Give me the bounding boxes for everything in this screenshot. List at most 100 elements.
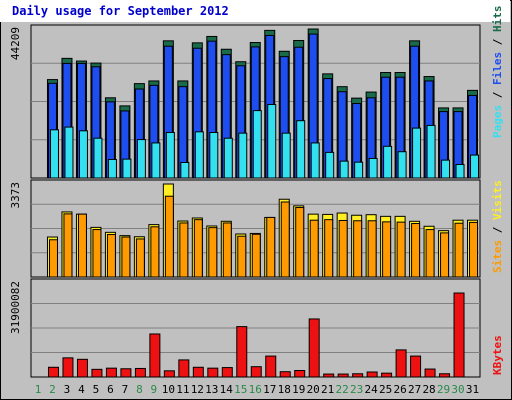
bar-sites-day-12 bbox=[193, 219, 203, 278]
bar-sites-day-10 bbox=[164, 195, 174, 278]
bar-pages-day-2 bbox=[49, 129, 59, 179]
bar-sites-day-17 bbox=[266, 216, 276, 278]
bar-kbytes-day-4 bbox=[76, 358, 88, 378]
bar-kbytes-day-8 bbox=[134, 367, 146, 378]
bar-sites-day-21 bbox=[324, 219, 334, 278]
x-label-day-24: 24 bbox=[365, 383, 379, 396]
bar-kbytes-day-24 bbox=[366, 371, 378, 378]
bar-pages-day-11 bbox=[180, 161, 190, 179]
bar-sites-day-19 bbox=[295, 207, 305, 278]
bar-kbytes-day-30 bbox=[453, 292, 465, 378]
side-label-part: KBytes bbox=[491, 335, 504, 375]
bar-pages-day-26 bbox=[397, 151, 407, 179]
x-label-day-6: 6 bbox=[107, 383, 114, 396]
y-max-label-visits-sites: 3373 bbox=[9, 182, 22, 209]
x-label-day-20: 20 bbox=[307, 383, 320, 396]
bar-kbytes-day-10 bbox=[163, 370, 175, 378]
x-label-day-10: 10 bbox=[162, 383, 175, 396]
bar-kbytes-day-16 bbox=[250, 366, 262, 378]
bar-pages-day-8 bbox=[136, 139, 146, 179]
bar-kbytes-day-21 bbox=[323, 373, 335, 378]
bar-kbytes-day-17 bbox=[265, 355, 277, 378]
bar-sites-day-3 bbox=[63, 213, 73, 278]
bar-kbytes-day-20 bbox=[308, 318, 320, 378]
side-label-part: / bbox=[491, 85, 504, 105]
bar-pages-day-30 bbox=[455, 164, 465, 179]
x-label-day-18: 18 bbox=[278, 383, 291, 396]
bar-sites-day-31 bbox=[469, 221, 479, 278]
bar-pages-day-15 bbox=[238, 132, 248, 179]
bar-sites-day-11 bbox=[179, 222, 189, 278]
bar-pages-day-3 bbox=[64, 126, 74, 179]
bar-sites-day-26 bbox=[396, 221, 406, 278]
bar-sites-day-6 bbox=[106, 234, 116, 278]
bar-pages-day-13 bbox=[209, 132, 219, 179]
bar-kbytes-day-27 bbox=[410, 355, 422, 378]
side-label-part: Visits bbox=[491, 180, 504, 220]
x-label-day-12: 12 bbox=[191, 383, 204, 396]
bar-kbytes-day-22 bbox=[337, 373, 349, 378]
x-label-day-3: 3 bbox=[64, 383, 71, 396]
bar-pages-day-17 bbox=[267, 104, 277, 179]
bar-pages-day-29 bbox=[441, 159, 451, 179]
bar-pages-day-23 bbox=[354, 161, 364, 179]
bar-kbytes-day-9 bbox=[149, 333, 161, 378]
bar-kbytes-day-26 bbox=[395, 349, 407, 378]
x-label-day-23: 23 bbox=[350, 383, 363, 396]
bar-kbytes-day-12 bbox=[192, 366, 204, 378]
bar-kbytes-day-18 bbox=[279, 371, 291, 378]
x-label-day-15: 15 bbox=[234, 383, 247, 396]
bar-sites-day-15 bbox=[237, 235, 247, 278]
bar-kbytes-day-25 bbox=[381, 372, 393, 378]
chart-title: Daily usage for September 2012 bbox=[0, 0, 510, 22]
x-label-day-1: 1 bbox=[35, 383, 42, 396]
y-max-label-hits-files-pages: 44209 bbox=[9, 27, 22, 60]
bar-sites-day-23 bbox=[353, 220, 363, 278]
bar-kbytes-day-13 bbox=[207, 367, 219, 378]
x-label-day-7: 7 bbox=[122, 383, 129, 396]
bar-sites-day-25 bbox=[382, 221, 392, 278]
bar-sites-day-27 bbox=[411, 223, 421, 278]
bar-pages-day-10 bbox=[165, 132, 175, 179]
bar-pages-day-7 bbox=[122, 158, 132, 179]
side-label-visits-sites: Sites / Visits bbox=[491, 180, 504, 273]
x-label-day-17: 17 bbox=[263, 383, 276, 396]
x-label-day-16: 16 bbox=[249, 383, 262, 396]
x-label-day-28: 28 bbox=[422, 383, 435, 396]
bar-sites-day-4 bbox=[77, 213, 87, 278]
bar-kbytes-day-29 bbox=[439, 373, 451, 378]
x-label-day-21: 21 bbox=[321, 383, 334, 396]
y-max-label-kbytes: 31900082 bbox=[9, 281, 22, 334]
bar-kbytes-day-6 bbox=[105, 367, 117, 378]
x-label-day-30: 30 bbox=[451, 383, 464, 396]
bar-kbytes-day-7 bbox=[120, 368, 132, 378]
x-label-day-26: 26 bbox=[393, 383, 406, 396]
bar-pages-day-5 bbox=[93, 137, 103, 179]
side-label-part: Hits bbox=[491, 6, 504, 33]
bar-pages-day-14 bbox=[223, 137, 233, 179]
bar-sites-day-7 bbox=[121, 236, 131, 278]
x-label-day-11: 11 bbox=[176, 383, 189, 396]
bar-kbytes-day-3 bbox=[62, 357, 74, 378]
x-label-day-8: 8 bbox=[136, 383, 143, 396]
bar-pages-day-28 bbox=[426, 124, 436, 179]
bar-pages-day-25 bbox=[383, 145, 393, 179]
x-label-day-14: 14 bbox=[220, 383, 234, 396]
bar-kbytes-day-5 bbox=[91, 368, 103, 378]
x-label-day-25: 25 bbox=[379, 383, 392, 396]
side-label-part: Pages bbox=[491, 105, 504, 138]
bar-sites-day-5 bbox=[92, 229, 102, 278]
x-label-day-19: 19 bbox=[292, 383, 305, 396]
bar-sites-day-29 bbox=[440, 232, 450, 278]
bar-kbytes-day-14 bbox=[221, 367, 233, 378]
bar-pages-day-21 bbox=[325, 151, 335, 179]
bar-pages-day-18 bbox=[281, 132, 291, 179]
bar-sites-day-30 bbox=[454, 222, 464, 278]
bar-sites-day-8 bbox=[135, 238, 145, 278]
bar-pages-day-22 bbox=[339, 160, 349, 179]
bar-kbytes-day-2 bbox=[47, 366, 59, 378]
bar-sites-day-16 bbox=[251, 233, 261, 278]
x-label-day-29: 29 bbox=[437, 383, 450, 396]
bar-pages-day-31 bbox=[470, 154, 480, 179]
